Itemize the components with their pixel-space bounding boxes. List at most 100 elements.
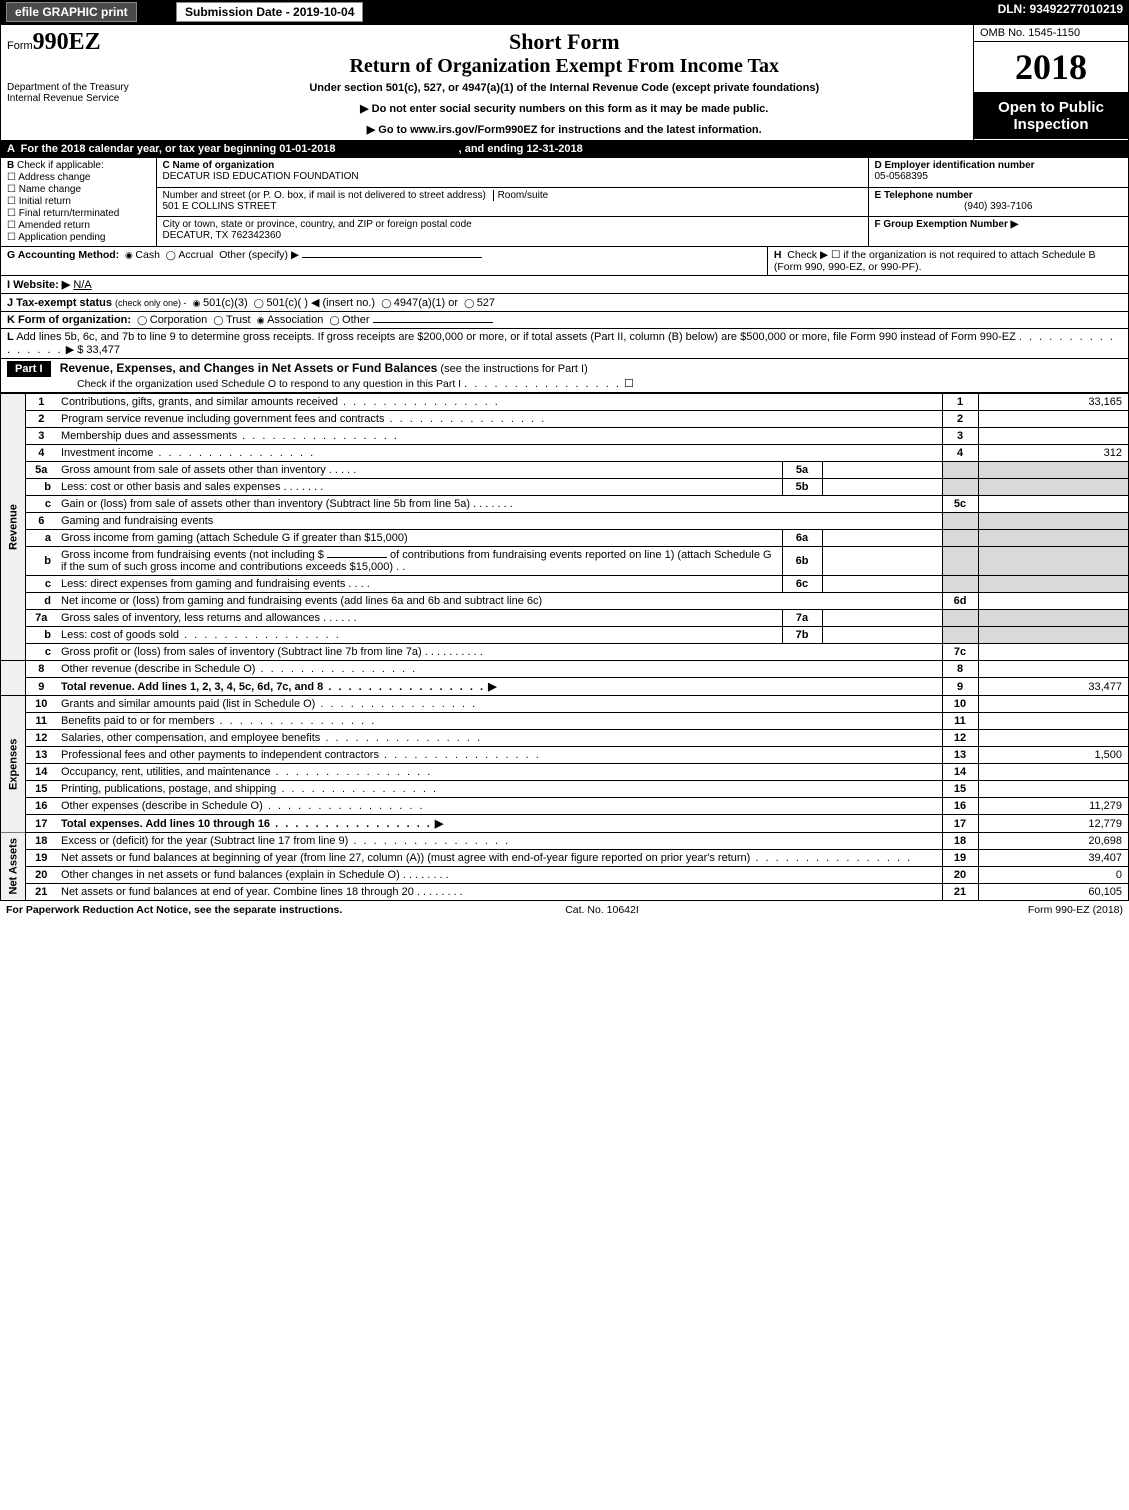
- l21-val: 60,105: [978, 884, 1128, 901]
- l9-desc: Total revenue. Add lines 1, 2, 3, 4, 5c,…: [61, 681, 323, 693]
- chk-application-pending[interactable]: Application pending: [7, 232, 150, 243]
- radio-cash[interactable]: Cash: [125, 249, 160, 261]
- l14-desc: Occupancy, rent, utilities, and maintena…: [61, 766, 271, 778]
- l6b-num: b: [25, 547, 57, 576]
- l6d-val: [978, 593, 1128, 610]
- header-mid: Short Form Return of Organization Exempt…: [156, 25, 974, 141]
- header-left: Form990EZ Department of the Treasury Int…: [1, 25, 156, 141]
- l6b-mid: 6b: [782, 547, 822, 576]
- box-e-label: E Telephone number: [875, 190, 973, 201]
- revenue-vlabel: Revenue: [1, 394, 25, 661]
- lines-table: Revenue 1 Contributions, gifts, grants, …: [1, 393, 1128, 900]
- l6a-mid: 6a: [782, 530, 822, 547]
- l7a-mid: 7a: [782, 610, 822, 627]
- l8-rn: 8: [942, 661, 978, 678]
- chk-initial-return[interactable]: Initial return: [7, 196, 150, 207]
- l13-val: 1,500: [978, 747, 1128, 764]
- short-form-title: Short Form: [166, 29, 964, 55]
- l1-val: 33,165: [978, 394, 1128, 411]
- row-i-label: I Website: ▶: [7, 279, 70, 291]
- radio-527[interactable]: 527: [464, 297, 495, 309]
- chk-final-return[interactable]: Final return/terminated: [7, 208, 150, 219]
- form-number: 990EZ: [33, 29, 101, 55]
- l6d-desc: Net income or (loss) from gaming and fun…: [61, 595, 542, 607]
- org-city: DECATUR, TX 762342360: [163, 230, 282, 241]
- open-to-public: Open to Public Inspection: [974, 93, 1128, 139]
- part1-title: Revenue, Expenses, and Changes in Net As…: [60, 361, 438, 375]
- l5c-val: [978, 496, 1128, 513]
- l9-num: 9: [25, 678, 57, 696]
- room-suite-label: Room/suite: [493, 190, 549, 201]
- l6a-desc: Gross income from gaming (attach Schedul…: [61, 532, 408, 544]
- l20-rn: 20: [942, 867, 978, 884]
- l17-val: 12,779: [978, 815, 1128, 833]
- radio-corp[interactable]: Corporation: [137, 314, 207, 326]
- chk-name-change[interactable]: Name change: [7, 184, 150, 195]
- box-c-name-label: C Name of organization: [163, 160, 275, 171]
- row-h: H Check ▶ ☐ if the organization is not r…: [767, 247, 1128, 275]
- l10-num: 10: [25, 696, 57, 713]
- radio-accrual[interactable]: Accrual: [166, 249, 214, 261]
- top-bar: efile GRAPHIC print Submission Date - 20…: [0, 0, 1129, 24]
- row-i: I Website: ▶ N/A: [1, 276, 1129, 294]
- radio-assoc[interactable]: Association: [257, 314, 324, 326]
- l6d-rn: 6d: [942, 593, 978, 610]
- box-b: B Check if applicable: Address change Na…: [1, 158, 156, 246]
- chk-amended-return[interactable]: Amended return: [7, 220, 150, 231]
- l19-val: 39,407: [978, 850, 1128, 867]
- l5a-mid: 5a: [782, 462, 822, 479]
- header-right: OMB No. 1545-1150 2018 Open to Public In…: [974, 25, 1129, 141]
- l7c-num: c: [25, 644, 57, 661]
- l6-desc: Gaming and fundraising events: [57, 513, 942, 530]
- l16-num: 16: [25, 798, 57, 815]
- row-k-label: K Form of organization:: [7, 314, 131, 326]
- radio-4947[interactable]: 4947(a)(1) or: [381, 297, 458, 309]
- ein: 05-0568395: [875, 171, 928, 182]
- l6b-desc: Gross income from fundraising events (no…: [61, 549, 324, 561]
- l14-num: 14: [25, 764, 57, 781]
- row-l: L Add lines 5b, 6c, and 7b to line 9 to …: [1, 329, 1129, 359]
- radio-501c[interactable]: 501(c)( ) ◀ (insert no.): [254, 297, 375, 309]
- l3-val: [978, 428, 1128, 445]
- radio-trust[interactable]: Trust: [213, 314, 250, 326]
- l9-rn: 9: [942, 678, 978, 696]
- phone: (940) 393-7106: [875, 201, 1123, 212]
- l4-desc: Investment income: [61, 447, 153, 459]
- chk-address-change[interactable]: Address change: [7, 172, 150, 183]
- l16-desc: Other expenses (describe in Schedule O): [61, 800, 263, 812]
- l17-num: 17: [25, 815, 57, 833]
- l11-num: 11: [25, 713, 57, 730]
- l5c-rn: 5c: [942, 496, 978, 513]
- box-b-label: B: [7, 160, 14, 171]
- l11-rn: 11: [942, 713, 978, 730]
- box-f: F Group Exemption Number ▶: [868, 217, 1128, 246]
- l6c-num: c: [25, 576, 57, 593]
- l12-num: 12: [25, 730, 57, 747]
- l20-num: 20: [25, 867, 57, 884]
- row-g: G Accounting Method: Cash Accrual Other …: [1, 247, 767, 275]
- l15-rn: 15: [942, 781, 978, 798]
- l10-rn: 10: [942, 696, 978, 713]
- l8-val: [978, 661, 1128, 678]
- l7b-mid: 7b: [782, 627, 822, 644]
- part1-checkbox[interactable]: [624, 378, 634, 390]
- l10-val: [978, 696, 1128, 713]
- l8-desc: Other revenue (describe in Schedule O): [61, 663, 255, 675]
- l3-num: 3: [25, 428, 57, 445]
- l19-num: 19: [25, 850, 57, 867]
- part1-check: Check if the organization used Schedule …: [77, 378, 461, 390]
- l12-desc: Salaries, other compensation, and employ…: [61, 732, 320, 744]
- l1-rn: 1: [942, 394, 978, 411]
- part1-header: Part I Revenue, Expenses, and Changes in…: [1, 359, 1129, 393]
- radio-other-org[interactable]: Other: [329, 314, 369, 326]
- row-g-label: G Accounting Method:: [7, 249, 119, 261]
- section-a-label: A: [7, 143, 15, 155]
- efile-print-button[interactable]: efile GRAPHIC print: [6, 2, 137, 22]
- l7c-desc: Gross profit or (loss) from sales of inv…: [61, 646, 422, 658]
- submission-date-button[interactable]: Submission Date - 2019-10-04: [176, 2, 363, 22]
- radio-501c3[interactable]: 501(c)(3): [193, 297, 248, 309]
- l5a-desc: Gross amount from sale of assets other t…: [61, 464, 326, 476]
- box-e: E Telephone number (940) 393-7106: [868, 187, 1128, 217]
- l3-desc: Membership dues and assessments: [61, 430, 237, 442]
- l18-val: 20,698: [978, 833, 1128, 850]
